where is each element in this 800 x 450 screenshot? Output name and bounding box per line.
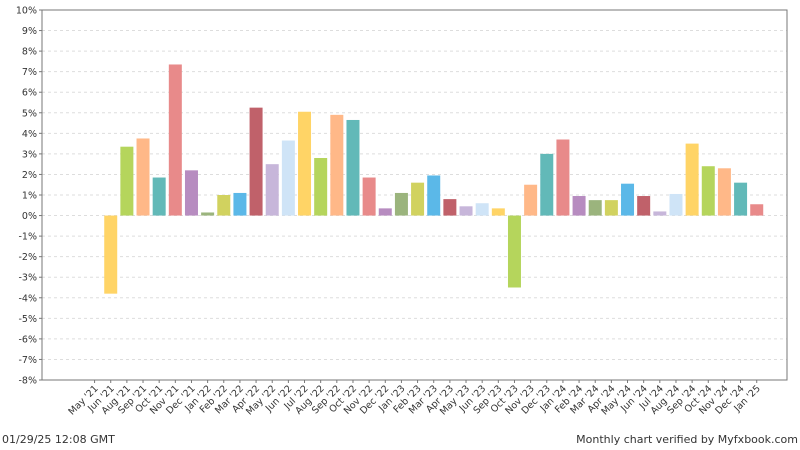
y-tick-label: 8% [22, 47, 37, 58]
y-tick-label: -4% [19, 293, 38, 304]
y-tick-label: -2% [19, 252, 38, 263]
bar [459, 206, 473, 216]
y-tick-label: 7% [22, 67, 37, 78]
bar [281, 140, 295, 216]
y-tick-label: -1% [19, 232, 38, 243]
bars [104, 64, 764, 294]
bar [314, 158, 328, 216]
bar [621, 183, 635, 216]
y-axis-ticks: -8% -7% -6% -5% -4% -3% -2% -1% 0% 1% 2% 3% 4% 5% 6% 7%… [16, 6, 42, 387]
bar [152, 177, 166, 216]
bar [669, 193, 683, 216]
bar [475, 203, 489, 216]
y-tick-label: 2% [22, 170, 37, 181]
bar [637, 196, 651, 216]
bar [491, 208, 505, 216]
y-tick-label: 6% [22, 88, 37, 99]
bar [653, 211, 667, 216]
bar [443, 199, 457, 216]
bar [249, 107, 263, 216]
y-tick-label: 1% [22, 191, 37, 202]
bar [427, 175, 441, 216]
bar [507, 215, 521, 288]
bar [217, 195, 231, 216]
bar [136, 138, 150, 216]
y-tick-label: -5% [19, 314, 38, 325]
y-tick-label: -8% [19, 376, 38, 387]
bar [411, 182, 425, 216]
bar [394, 192, 408, 216]
bar [330, 114, 344, 216]
y-tick-label: -3% [19, 273, 38, 284]
y-tick-label: -6% [19, 334, 38, 345]
y-tick-label: -7% [19, 355, 38, 366]
y-tick-label: 0% [22, 211, 37, 222]
bar [120, 146, 134, 216]
bar [184, 170, 198, 216]
bar [265, 164, 279, 216]
bar [588, 200, 602, 216]
bar [685, 143, 699, 216]
bar [378, 208, 392, 216]
bar [524, 184, 538, 216]
bar [750, 204, 764, 216]
bar [233, 192, 247, 216]
y-tick-label: 3% [22, 149, 37, 160]
y-tick-label: 4% [22, 129, 37, 140]
plot-area-border [41, 9, 788, 381]
bar [734, 182, 748, 216]
y-tick-label: 9% [22, 26, 37, 37]
bar [701, 166, 715, 216]
y-tick-label: 10% [16, 6, 37, 17]
bar [556, 139, 570, 216]
bar [298, 111, 312, 216]
bar [572, 196, 586, 216]
bar [540, 153, 554, 216]
bar [346, 119, 360, 216]
bar [168, 64, 182, 216]
bar [362, 177, 376, 216]
bar [717, 168, 731, 216]
bar [201, 212, 215, 216]
bar [104, 215, 118, 294]
timestamp: 01/29/25 12:08 GMT [2, 433, 115, 446]
y-tick-label: 5% [22, 108, 37, 119]
bar [604, 200, 618, 216]
verification-credit: Monthly chart verified by Myfxbook.com [576, 433, 798, 446]
